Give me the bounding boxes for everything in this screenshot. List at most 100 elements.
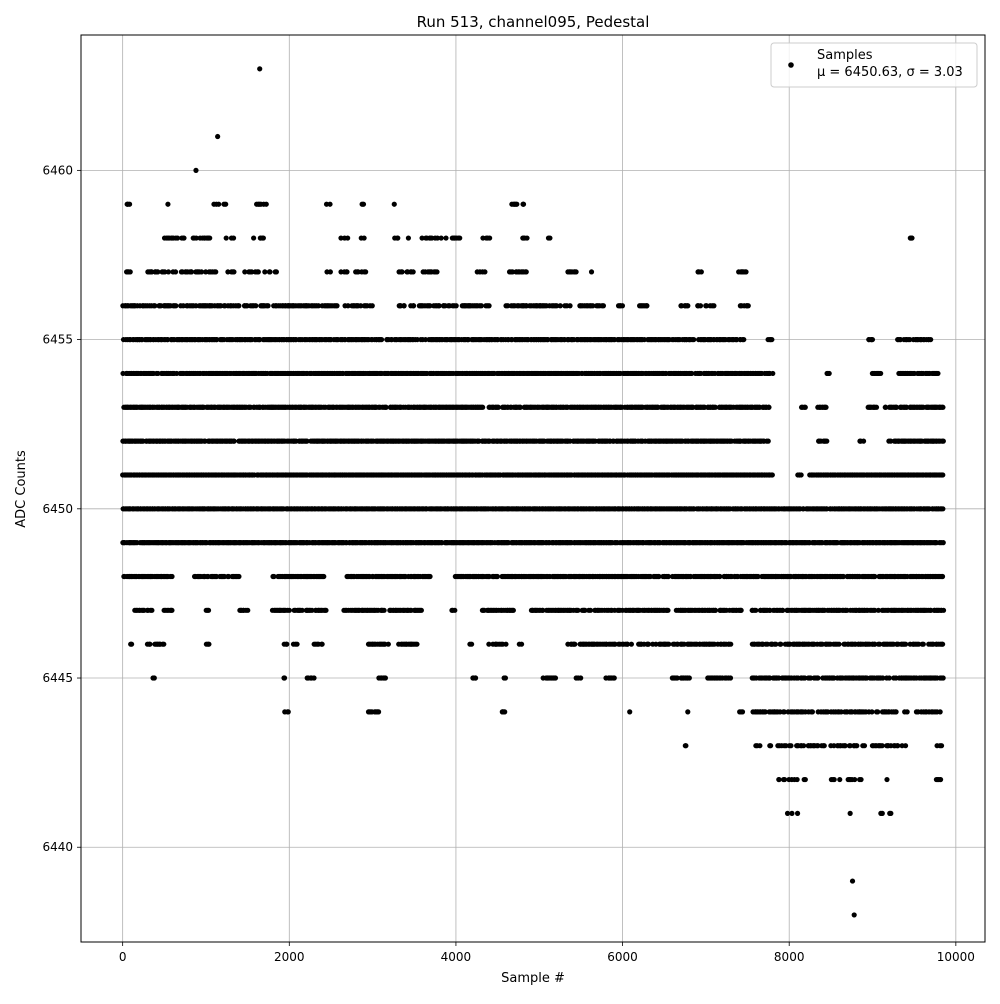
data-point bbox=[766, 439, 771, 444]
data-point bbox=[768, 743, 773, 748]
data-point bbox=[795, 777, 800, 782]
data-point bbox=[286, 709, 291, 714]
data-point bbox=[169, 574, 174, 579]
data-point bbox=[728, 675, 733, 680]
data-point bbox=[801, 743, 806, 748]
data-point bbox=[753, 608, 758, 613]
data-point bbox=[232, 439, 237, 444]
data-point bbox=[921, 642, 926, 647]
data-point bbox=[823, 405, 828, 410]
data-point bbox=[874, 405, 879, 410]
data-point bbox=[161, 642, 166, 647]
data-point bbox=[778, 642, 783, 647]
data-point bbox=[938, 777, 943, 782]
data-point bbox=[852, 777, 857, 782]
data-point bbox=[788, 743, 793, 748]
data-point bbox=[666, 642, 671, 647]
data-point bbox=[503, 675, 508, 680]
data-point bbox=[382, 608, 387, 613]
data-point bbox=[795, 811, 800, 816]
data-point bbox=[419, 608, 424, 613]
data-point bbox=[282, 675, 287, 680]
data-point bbox=[940, 472, 945, 477]
data-point bbox=[905, 709, 910, 714]
data-point bbox=[875, 709, 880, 714]
data-point bbox=[612, 675, 617, 680]
data-point bbox=[822, 743, 827, 748]
data-point bbox=[572, 642, 577, 647]
data-point bbox=[940, 506, 945, 511]
data-point bbox=[740, 709, 745, 714]
data-point bbox=[687, 675, 692, 680]
data-point bbox=[803, 405, 808, 410]
data-point bbox=[311, 675, 316, 680]
data-point bbox=[469, 642, 474, 647]
data-point bbox=[147, 642, 152, 647]
data-point bbox=[321, 574, 326, 579]
data-point bbox=[939, 743, 944, 748]
data-point bbox=[473, 675, 478, 680]
data-point bbox=[854, 743, 859, 748]
data-point bbox=[149, 608, 154, 613]
data-point bbox=[861, 439, 866, 444]
data-point bbox=[169, 608, 174, 613]
data-point bbox=[880, 743, 885, 748]
data-point bbox=[629, 642, 634, 647]
data-point bbox=[837, 777, 842, 782]
data-point bbox=[810, 709, 815, 714]
data-point bbox=[766, 405, 771, 410]
data-point bbox=[685, 709, 690, 714]
data-point bbox=[627, 709, 632, 714]
data-point bbox=[941, 540, 946, 545]
data-point bbox=[815, 675, 820, 680]
data-point bbox=[903, 642, 908, 647]
data-point bbox=[152, 675, 157, 680]
data-point bbox=[294, 642, 299, 647]
data-point bbox=[665, 608, 670, 613]
data-point bbox=[480, 405, 485, 410]
data-point bbox=[519, 642, 524, 647]
data-point bbox=[511, 608, 516, 613]
data-point bbox=[553, 675, 558, 680]
data-point bbox=[941, 675, 946, 680]
data-point bbox=[884, 777, 889, 782]
data-point bbox=[832, 777, 837, 782]
data-point bbox=[941, 608, 946, 613]
data-point bbox=[376, 709, 381, 714]
data-point bbox=[287, 608, 292, 613]
data-point bbox=[414, 642, 419, 647]
data-point bbox=[578, 675, 583, 680]
data-point bbox=[836, 642, 841, 647]
data-point bbox=[803, 777, 808, 782]
data-point bbox=[940, 405, 945, 410]
data-point bbox=[858, 777, 863, 782]
data-point bbox=[245, 608, 250, 613]
data-point bbox=[824, 439, 829, 444]
data-point bbox=[941, 439, 946, 444]
data-point bbox=[799, 472, 804, 477]
data-point bbox=[323, 608, 328, 613]
data-point bbox=[848, 811, 853, 816]
data-point bbox=[383, 675, 388, 680]
data-point bbox=[502, 709, 507, 714]
data-point bbox=[789, 811, 794, 816]
data-point bbox=[887, 675, 892, 680]
data-point bbox=[427, 574, 432, 579]
data-point bbox=[284, 642, 289, 647]
data-point bbox=[893, 709, 898, 714]
data-point bbox=[938, 709, 943, 714]
data-point bbox=[495, 574, 500, 579]
data-point bbox=[236, 574, 241, 579]
data-point bbox=[713, 608, 718, 613]
data-point bbox=[452, 608, 457, 613]
data-point bbox=[869, 709, 874, 714]
data-point bbox=[728, 642, 733, 647]
data-point bbox=[770, 472, 775, 477]
data-point bbox=[776, 777, 781, 782]
data-point bbox=[862, 743, 867, 748]
data-point bbox=[386, 642, 391, 647]
data-point bbox=[940, 574, 945, 579]
